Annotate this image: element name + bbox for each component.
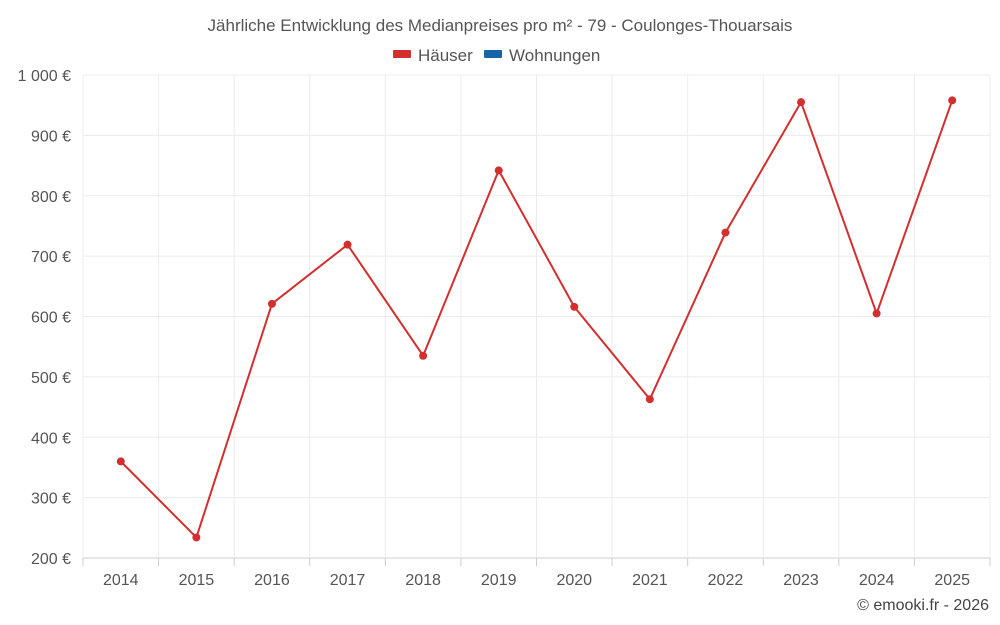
credit-text: © emooki.fr - 2026 bbox=[857, 597, 989, 614]
axes: 200 € 300 € 400 € 500 € 600 € 700 € 800 € 900 €… bbox=[18, 68, 991, 589]
chart-title: Jährliche Entwicklung des Medianpreises … bbox=[208, 16, 793, 35]
y-tick-label: 500 € bbox=[31, 370, 71, 387]
data-point[interactable] bbox=[267, 299, 276, 308]
y-tick-label: 700 € bbox=[31, 249, 71, 266]
data-point[interactable] bbox=[797, 98, 806, 107]
series bbox=[116, 96, 957, 542]
legend-label-haeuser: Häuser bbox=[418, 46, 473, 65]
grid bbox=[82, 74, 991, 559]
y-tick-label: 800 € bbox=[31, 189, 71, 206]
x-tick-label: 2016 bbox=[254, 572, 290, 589]
x-tick-label: 2018 bbox=[405, 572, 441, 589]
y-tick-label: 400 € bbox=[31, 430, 71, 447]
legend-item-haeuser[interactable]: Häuser bbox=[393, 46, 473, 65]
y-tick-label: 1 000 € bbox=[18, 68, 71, 85]
legend-swatch-wohnungen bbox=[484, 50, 502, 58]
legend: Häuser Wohnungen bbox=[393, 46, 600, 65]
x-tick-label: 2025 bbox=[934, 572, 970, 589]
series-line bbox=[120, 100, 954, 539]
data-point[interactable] bbox=[192, 533, 201, 542]
data-point[interactable] bbox=[343, 240, 352, 249]
x-tick-label: 2021 bbox=[632, 572, 668, 589]
y-tick-label: 600 € bbox=[31, 310, 71, 327]
x-tick-label: 2014 bbox=[103, 572, 139, 589]
data-point[interactable] bbox=[419, 351, 428, 360]
x-tick-label: 2017 bbox=[330, 572, 366, 589]
legend-label-wohnungen: Wohnungen bbox=[509, 46, 600, 65]
x-tick-label: 2022 bbox=[708, 572, 744, 589]
x-tick-label: 2020 bbox=[556, 572, 592, 589]
y-tick-label: 300 € bbox=[31, 491, 71, 508]
data-point[interactable] bbox=[116, 457, 125, 466]
legend-swatch-haeuser bbox=[393, 50, 411, 58]
data-point[interactable] bbox=[948, 96, 957, 105]
x-tick-label: 2023 bbox=[783, 572, 819, 589]
data-point[interactable] bbox=[872, 309, 881, 318]
x-tick-label: 2019 bbox=[481, 572, 517, 589]
y-tick-label: 200 € bbox=[31, 551, 71, 568]
data-point[interactable] bbox=[494, 166, 503, 175]
x-tick-label: 2015 bbox=[179, 572, 215, 589]
data-point[interactable] bbox=[570, 302, 579, 311]
data-point[interactable] bbox=[645, 395, 654, 404]
x-tick-label: 2024 bbox=[859, 572, 895, 589]
y-tick-label: 900 € bbox=[31, 128, 71, 145]
legend-item-wohnungen[interactable]: Wohnungen bbox=[484, 46, 600, 65]
data-point[interactable] bbox=[721, 228, 730, 237]
